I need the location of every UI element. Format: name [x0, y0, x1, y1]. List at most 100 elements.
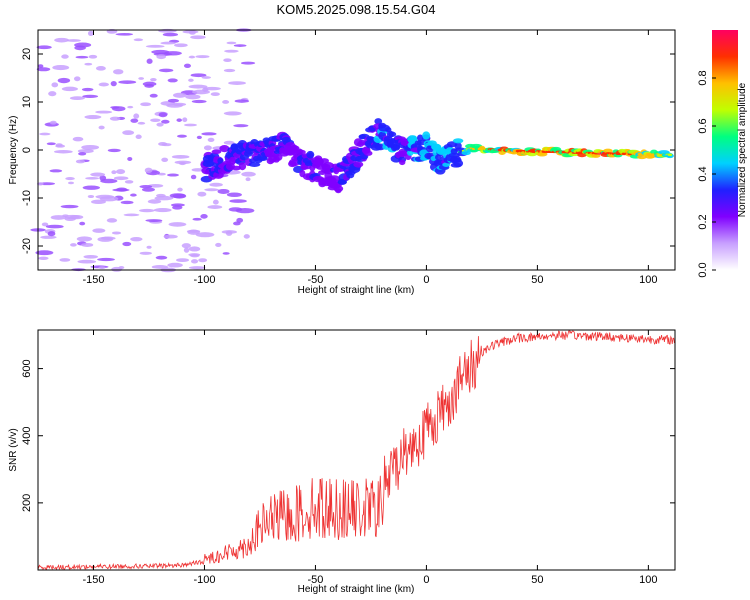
- spectrogram-xtick-label: 50: [531, 274, 543, 286]
- spectrogram-cell: [52, 65, 70, 71]
- spectrogram-cell: [166, 173, 180, 177]
- spectrogram-cell: [163, 234, 178, 239]
- spectrogram-cell: [226, 41, 237, 45]
- spectrogram-cell: [188, 246, 201, 252]
- spectrogram-cell: [130, 237, 143, 242]
- snr-ytick-label: 600: [21, 359, 33, 377]
- colorbar-tick-label: 0.0: [697, 262, 709, 277]
- spectrogram-cell: [57, 77, 71, 84]
- spectrogram-cell: [185, 94, 201, 100]
- snr-frame: [37, 329, 676, 571]
- spectrogram-cell: [107, 148, 121, 153]
- spectrogram-cell: [231, 165, 242, 171]
- spectrogram-cell: [74, 42, 92, 48]
- spectrogram-cell: [243, 234, 250, 239]
- spectrogram-cell: [155, 255, 168, 260]
- spectrogram-cell: [221, 230, 237, 234]
- spectrogram-cell: [122, 130, 135, 136]
- snr-xlabel: Height of straight line (km): [298, 584, 415, 595]
- spectrogram-ytick-label: 10: [21, 96, 33, 108]
- spectrogram-cell: [156, 122, 164, 127]
- spectrogram-cell: [83, 254, 99, 259]
- spectrogram-cell: [319, 158, 330, 164]
- snr-xtick-label: -150: [82, 574, 104, 586]
- spectrogram-cell: [95, 110, 113, 114]
- spectrogram-cell: [82, 185, 101, 190]
- spectrogram-cell: [603, 148, 613, 154]
- spectrogram-cell: [130, 193, 137, 197]
- spectrogram-cell: [139, 184, 153, 189]
- spectrogram-cell: [201, 76, 212, 79]
- spectrogram-cell: [162, 32, 179, 37]
- spectrogram-cell: [47, 231, 56, 237]
- spectrogram-cell: [118, 80, 137, 84]
- spectrogram-cell: [188, 30, 196, 35]
- spectrogram-cell: [35, 250, 54, 256]
- spectrogram-cell: [233, 124, 249, 128]
- spectrogram-cell: [196, 135, 202, 140]
- colorbar-tick-label: 0.4: [697, 166, 709, 181]
- spectrogram-cell: [81, 242, 94, 247]
- spectrogram-cell: [77, 149, 94, 154]
- spectrogram-cell: [392, 145, 400, 151]
- spectrogram-cell: [156, 193, 166, 198]
- spectrogram-cell: [228, 81, 246, 85]
- spectrogram-cell: [139, 208, 155, 213]
- snr-xtick-label: -100: [193, 574, 215, 586]
- spectrogram-cell: [37, 64, 44, 69]
- spectrogram-cell: [110, 80, 117, 87]
- spectrogram-cell: [167, 262, 183, 268]
- spectrogram-cell: [46, 142, 56, 146]
- spectrogram-cell: [150, 118, 161, 122]
- spectrogram-xtick-label: -50: [307, 274, 323, 286]
- spectrogram-cell: [95, 66, 106, 71]
- colorbar-gradient: [712, 30, 738, 270]
- spectrogram-ylabel: Frequency (Hz): [8, 116, 19, 185]
- spectrogram-cell: [195, 55, 210, 59]
- spectrogram-cell: [203, 145, 212, 151]
- spectrogram-cell: [236, 217, 244, 223]
- spectrogram-cell: [61, 54, 69, 59]
- spectrogram-cell: [68, 181, 74, 185]
- spectrogram-cell: [120, 200, 134, 205]
- spectrogram-cell: [133, 113, 140, 119]
- spectrogram-cell: [209, 182, 223, 187]
- spectrogram-cell: [667, 153, 673, 157]
- spectrogram-cell: [222, 252, 230, 255]
- spectrogram-cell: [399, 159, 406, 166]
- colorbar-ticks: 0.0 0.2 0.4 0.6 0.8: [697, 70, 716, 278]
- spectrogram-ytick-label: 20: [21, 48, 33, 60]
- spectrogram-cell: [190, 254, 200, 258]
- spectrogram-xtick-label: -150: [82, 274, 104, 286]
- spectrogram-cell: [144, 167, 153, 174]
- snr-axes: -150 -100 -50 0 50 100 200 400 600: [21, 330, 675, 586]
- spectrogram-cell: [183, 247, 190, 253]
- spectrogram-cell: [388, 131, 397, 137]
- spectrogram-cell: [453, 159, 464, 168]
- spectrogram-cell: [111, 266, 123, 272]
- spectrogram-cell: [290, 144, 298, 150]
- spectrogram-cell: [51, 82, 59, 88]
- spectrogram-cell: [156, 54, 167, 60]
- spectrogram-cell: [40, 235, 57, 239]
- figure-title: KOM5.2025.098.15.54.G04: [276, 2, 435, 17]
- spectrogram-xtick-label: 100: [639, 274, 657, 286]
- spectrogram-cell: [229, 199, 247, 203]
- spectrogram-cell: [36, 45, 52, 50]
- spectrogram-cell: [212, 199, 219, 205]
- spectrogram-cell: [164, 51, 182, 56]
- spectrogram-cell: [144, 83, 154, 88]
- spectrogram-cell: [111, 231, 122, 235]
- spectrogram-cell: [188, 84, 208, 89]
- spectrogram-cell: [191, 99, 207, 104]
- spectrogram-cell: [66, 39, 81, 42]
- spectrogram-cell: [140, 102, 152, 107]
- spectrogram-cell: [217, 157, 224, 164]
- spectrogram-cell: [190, 174, 197, 180]
- spectrogram-cell: [238, 162, 247, 171]
- spectrogram-cell: [223, 140, 235, 145]
- colorbar-label: Normalized spectral amplitude: [737, 82, 748, 217]
- spectrogram-cell: [153, 208, 172, 213]
